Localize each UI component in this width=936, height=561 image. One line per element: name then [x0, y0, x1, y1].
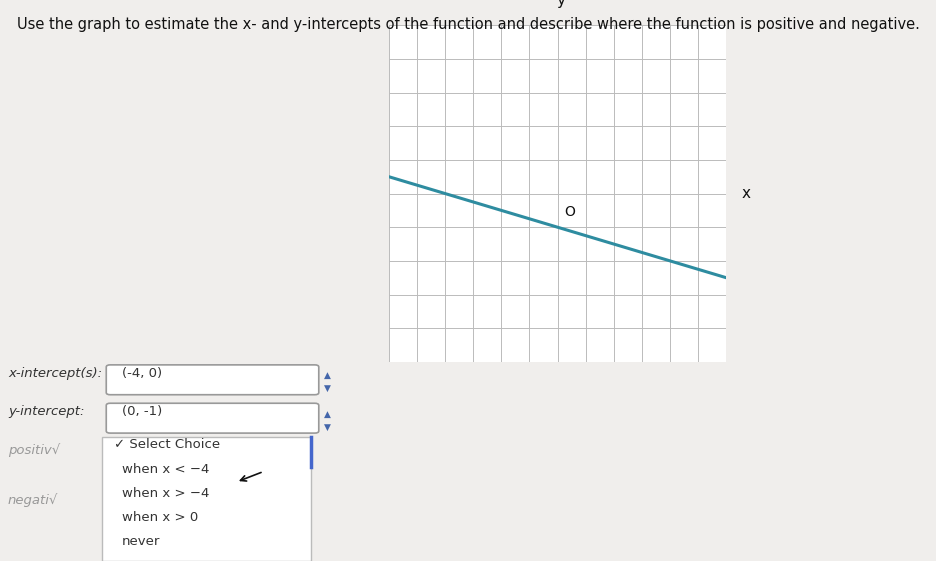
- Text: positiv√: positiv√: [7, 444, 60, 457]
- Text: never: never: [122, 535, 160, 549]
- Text: x: x: [740, 186, 750, 201]
- FancyBboxPatch shape: [106, 403, 318, 433]
- Text: when x > −4: when x > −4: [122, 488, 209, 500]
- Text: y: y: [556, 0, 564, 8]
- Text: (0, -1): (0, -1): [122, 406, 162, 419]
- Text: Use the graph to estimate the x- and y-intercepts of the function and describe w: Use the graph to estimate the x- and y-i…: [17, 17, 919, 32]
- Text: ✓ Select Choice: ✓ Select Choice: [114, 439, 220, 452]
- Text: (-4, 0): (-4, 0): [122, 367, 162, 380]
- Text: ▼: ▼: [323, 422, 330, 431]
- Text: ▼: ▼: [323, 384, 330, 393]
- Text: when x > 0: when x > 0: [122, 511, 198, 524]
- Text: ▲: ▲: [323, 410, 330, 419]
- Text: ▲: ▲: [323, 371, 330, 380]
- Text: y-intercept:: y-intercept:: [7, 406, 84, 419]
- Text: when x < −4: when x < −4: [122, 463, 209, 476]
- Text: O: O: [563, 205, 575, 219]
- FancyBboxPatch shape: [106, 365, 318, 395]
- Text: x-intercept(s):: x-intercept(s):: [7, 367, 102, 380]
- FancyBboxPatch shape: [102, 438, 311, 561]
- Text: negati√: negati√: [7, 493, 58, 507]
